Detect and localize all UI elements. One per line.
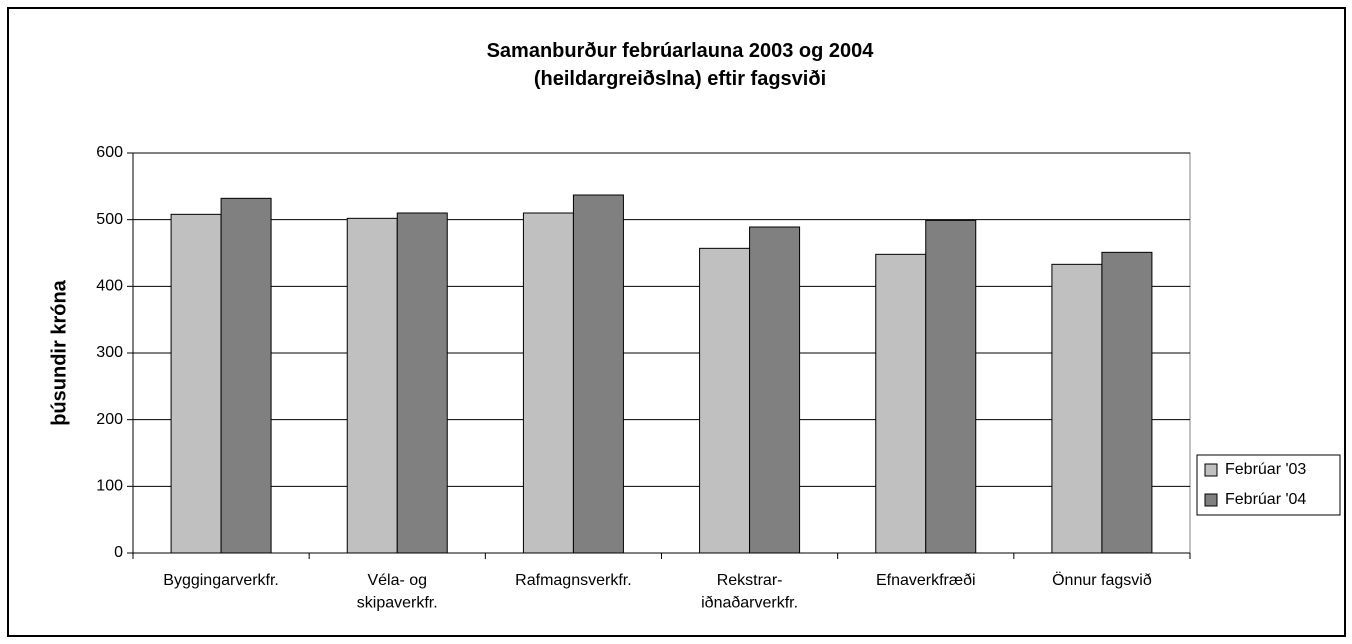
legend-label: Febrúar '03 — [1225, 461, 1306, 478]
y-tick-label: 400 — [96, 278, 123, 295]
bar — [170, 213, 222, 554]
legend-swatch — [1204, 493, 1218, 507]
y-tick-label: 0 — [114, 544, 123, 561]
bar — [875, 253, 927, 554]
x-tick-label: Byggingarverkfr. — [163, 572, 279, 589]
y-tick-label: 100 — [96, 478, 123, 495]
bar — [572, 194, 624, 554]
bar — [396, 212, 448, 554]
bar — [522, 212, 574, 554]
y-tick-label: 300 — [96, 344, 123, 361]
chart-title: Samanburður febrúarlauna 2003 og 2004 (he… — [487, 40, 875, 90]
legend-swatch — [1204, 463, 1218, 477]
x-tick-label: Rekstrar-iðnaðarverkfr. — [701, 572, 798, 611]
bar — [346, 217, 398, 554]
legend-label: Febrúar '04 — [1225, 491, 1306, 508]
bar — [749, 226, 801, 554]
y-axis-title: þúsundir króna — [48, 279, 70, 425]
bar — [925, 219, 977, 554]
bar — [1051, 263, 1103, 554]
bar — [1101, 251, 1153, 554]
bar — [699, 247, 751, 554]
bar — [220, 197, 272, 554]
legend-box — [1196, 454, 1341, 516]
x-tick-label: Efnaverkfræði — [876, 572, 976, 589]
y-tick-label: 200 — [96, 411, 123, 428]
x-tick-label: Véla- og skipaverkfr. — [357, 572, 438, 611]
x-tick-label: Rafmagnsverkfr. — [515, 572, 631, 589]
x-tick-label: Önnur fagsvið — [1052, 571, 1152, 589]
y-tick-label: 600 — [96, 144, 123, 161]
y-tick-label: 500 — [96, 211, 123, 228]
